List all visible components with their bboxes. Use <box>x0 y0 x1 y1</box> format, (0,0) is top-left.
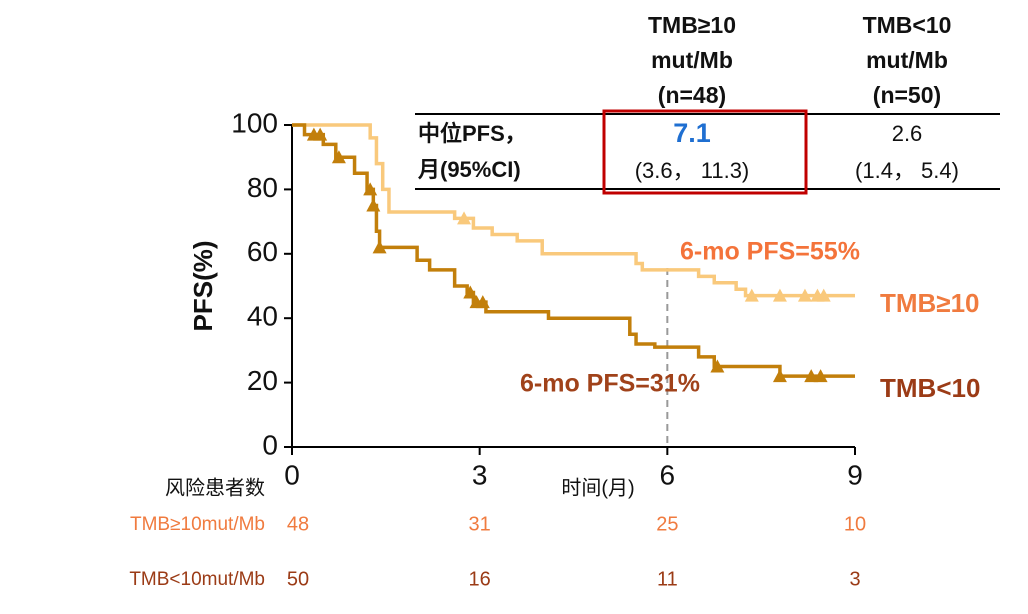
censor-mark <box>313 127 328 141</box>
censor-mark <box>772 369 787 383</box>
x-tick-label: 3 <box>472 459 488 490</box>
row-label: 中位PFS， <box>418 121 527 146</box>
y-tick-label: 60 <box>247 236 278 267</box>
column-header: (n=48) <box>658 82 726 108</box>
risk-count: 16 <box>469 568 491 590</box>
censor-mark <box>813 369 828 383</box>
censor-mark <box>366 198 381 212</box>
censor-mark <box>772 288 787 302</box>
highlight-box <box>602 109 808 195</box>
risk-row-label: TMB≥10mut/Mb <box>130 514 265 535</box>
y-tick-label: 100 <box>231 107 278 138</box>
risk-count: 50 <box>287 568 309 590</box>
km-curve <box>292 123 855 378</box>
y-tick-label: 80 <box>247 172 278 203</box>
censor-mark <box>797 288 812 302</box>
censor-mark <box>463 285 478 299</box>
censor-mark <box>475 295 490 309</box>
median-value: 7.1 <box>673 118 711 148</box>
x-tick-label: 9 <box>847 459 863 490</box>
column-header: (n=50) <box>873 82 941 108</box>
censor-mark <box>744 288 759 302</box>
y-tick-label: 40 <box>247 301 278 332</box>
row-label: 月(95%CI) <box>417 157 521 182</box>
risk-count: 31 <box>469 513 491 535</box>
column-header: mut/Mb <box>651 47 733 73</box>
ci-value: (1.4， 5.4) <box>855 158 959 183</box>
censor-mark <box>372 240 387 254</box>
censor-mark <box>457 211 472 225</box>
series-label: TMB≥10 <box>880 288 980 318</box>
risk-count: 3 <box>849 568 860 590</box>
y-tick-label: 20 <box>247 365 278 396</box>
risk-row-label: TMB<10mut/Mb <box>129 569 265 590</box>
series-label: TMB<10 <box>880 373 980 403</box>
annotation: 6-mo PFS=55% <box>680 238 860 266</box>
column-header: TMB<10 <box>863 12 952 38</box>
risk-count: 11 <box>657 568 678 590</box>
risk-count: 48 <box>287 513 309 535</box>
censor-mark <box>804 369 819 383</box>
risk-count: 25 <box>656 513 678 535</box>
ci-value: (3.6， 11.3) <box>635 158 750 183</box>
y-axis-label: PFS(%) <box>188 241 218 332</box>
median-value: 2.6 <box>892 121 923 146</box>
risk-count: 10 <box>844 513 866 535</box>
risk-table-title: 风险患者数 <box>165 476 265 499</box>
x-tick-label: 6 <box>660 459 676 490</box>
y-tick-label: 0 <box>262 429 278 460</box>
x-axis-label: 时间(月) <box>561 476 634 499</box>
column-header: mut/Mb <box>866 47 948 73</box>
annotation: 6-mo PFS=31% <box>520 370 700 398</box>
km-curve <box>292 123 855 298</box>
censor-mark <box>816 288 831 302</box>
censor-mark <box>710 359 725 373</box>
x-tick-label: 0 <box>284 459 300 490</box>
censor-mark <box>363 182 378 196</box>
censor-mark <box>331 150 346 164</box>
column-header: TMB≥10 <box>648 12 736 38</box>
